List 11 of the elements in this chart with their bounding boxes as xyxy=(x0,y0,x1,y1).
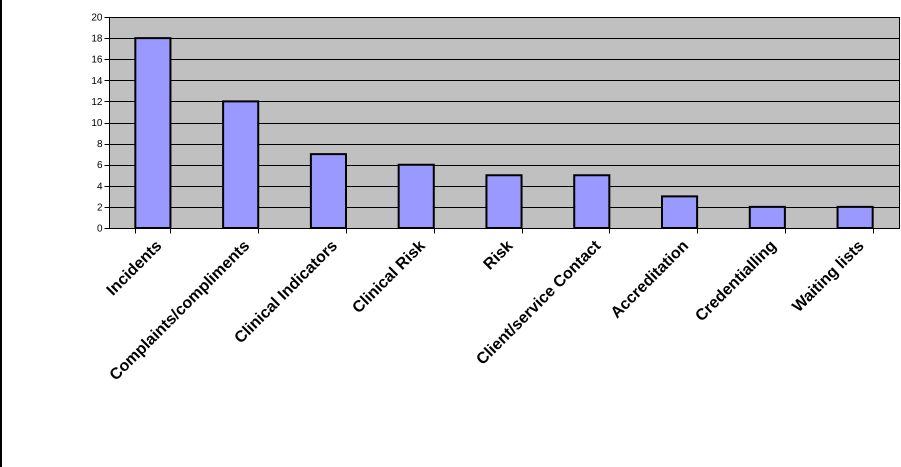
y-tick-label: 20 xyxy=(91,12,103,24)
y-tick-label: 8 xyxy=(96,139,103,150)
y-tick-label: 10 xyxy=(91,118,103,129)
y-tick-label: 4 xyxy=(96,181,103,192)
y-tick-label: 16 xyxy=(91,54,103,66)
y-tick-label: 2 xyxy=(96,202,103,214)
y-tick-label: 12 xyxy=(91,96,103,108)
y-tick-label: 6 xyxy=(96,160,103,172)
y-tick-label: 0 xyxy=(96,224,103,234)
y-tick-label: 18 xyxy=(91,34,103,45)
y-tick-label: 14 xyxy=(91,76,103,87)
